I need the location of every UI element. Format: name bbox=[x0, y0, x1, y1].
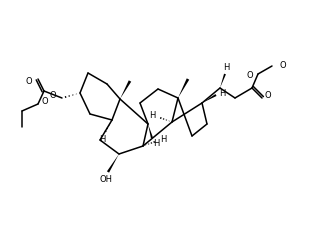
Polygon shape bbox=[178, 78, 189, 98]
Text: O: O bbox=[49, 92, 56, 101]
Text: O: O bbox=[246, 72, 253, 80]
Text: H: H bbox=[99, 135, 105, 144]
Polygon shape bbox=[202, 94, 216, 103]
Text: O: O bbox=[42, 97, 49, 106]
Text: H: H bbox=[149, 111, 155, 121]
Text: H: H bbox=[153, 139, 159, 148]
Text: H: H bbox=[219, 88, 225, 97]
Text: OH: OH bbox=[100, 176, 112, 185]
Text: O: O bbox=[280, 62, 287, 71]
Text: O: O bbox=[265, 92, 271, 101]
Polygon shape bbox=[107, 154, 119, 173]
Polygon shape bbox=[148, 124, 153, 138]
Text: H: H bbox=[160, 135, 166, 144]
Polygon shape bbox=[220, 74, 226, 88]
Text: H: H bbox=[223, 63, 229, 72]
Text: O: O bbox=[26, 76, 32, 85]
Polygon shape bbox=[120, 80, 131, 99]
